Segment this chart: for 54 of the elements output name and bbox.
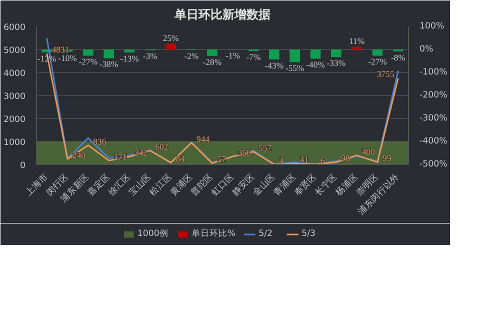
data-label: 400 xyxy=(362,146,375,156)
y-tick-label: 4000 xyxy=(3,69,26,79)
data-label: 3755 xyxy=(376,69,394,80)
y2-tick-label: -500% xyxy=(420,160,448,170)
data-label: 99 xyxy=(382,153,392,164)
y-tick-label: 6000 xyxy=(3,23,26,33)
data-label: 557 xyxy=(258,142,272,153)
data-label: 240 xyxy=(72,150,86,160)
data-label: -7% xyxy=(246,52,261,62)
data-label: 602 xyxy=(155,142,168,152)
y-tick-label: 5000 xyxy=(3,46,26,56)
y2-tick-label: -200% xyxy=(420,90,448,100)
data-label: 6 xyxy=(320,155,326,166)
data-label: 944 xyxy=(196,134,210,144)
data-label: -10% xyxy=(58,52,77,63)
data-label: -33% xyxy=(326,58,346,68)
legend-label: 5/2 xyxy=(258,229,274,239)
y-tick-label: 2000 xyxy=(3,115,26,125)
data-label: 171 xyxy=(114,152,127,162)
y2-tick-label: -100% xyxy=(420,68,448,78)
data-label: -28% xyxy=(202,56,222,67)
y2-tick-label: -400% xyxy=(420,136,448,146)
data-label: -43% xyxy=(264,60,284,70)
y-tick-label: 1000 xyxy=(3,138,26,148)
data-label: 11% xyxy=(349,36,365,46)
data-label: 4 xyxy=(279,155,284,166)
data-label: 4831 xyxy=(52,44,70,54)
data-label: -27% xyxy=(368,56,387,67)
data-label: 342 xyxy=(134,148,148,158)
data-label: 25% xyxy=(162,32,179,43)
data-label: -38% xyxy=(99,59,118,70)
data-label: -13% xyxy=(120,53,139,64)
data-label: -2% xyxy=(184,50,199,61)
chart-title: 单日环比新增数据 xyxy=(174,8,270,22)
y-tick-label: 3000 xyxy=(3,92,26,102)
data-label: -3% xyxy=(142,51,158,62)
data-label: 84 xyxy=(176,154,186,164)
data-label: 41 xyxy=(300,154,308,165)
y2-tick-label: 0% xyxy=(420,44,434,54)
legend-label: 1000例 xyxy=(137,228,168,240)
y2-tick-label: -300% xyxy=(420,114,448,124)
data-label: -8% xyxy=(390,52,406,62)
y-tick-label: 0 xyxy=(20,161,26,171)
data-label: -55% xyxy=(285,63,304,74)
data-label: 57 xyxy=(217,154,226,164)
data-label: 350 xyxy=(238,147,251,158)
data-label: -40% xyxy=(306,60,325,70)
y2-tick-label: 100% xyxy=(420,22,444,32)
data-label: 98 xyxy=(341,153,350,164)
data-label: 836 xyxy=(93,136,107,146)
data-label: -1% xyxy=(226,50,240,61)
legend-label: 单日环比% xyxy=(191,228,236,240)
legend-label: 5/3 xyxy=(302,229,317,239)
data-label: -27% xyxy=(78,56,98,67)
